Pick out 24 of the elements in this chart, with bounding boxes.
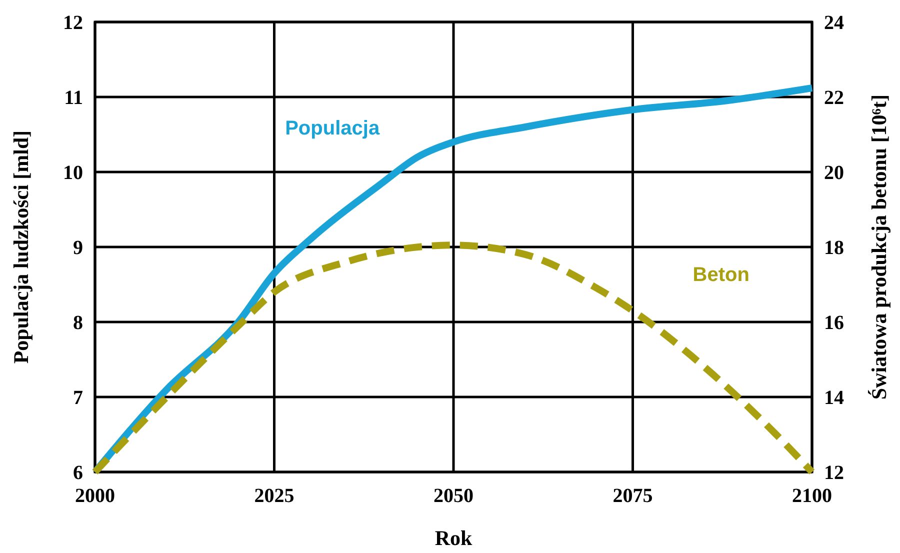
y2-tick-label: 16 [824, 312, 844, 334]
x-tick-label: 2025 [254, 485, 294, 507]
y2-tick-label: 14 [824, 387, 844, 409]
x-tick-label: 2050 [434, 485, 474, 507]
x-tick-label: 2100 [792, 485, 832, 507]
y2-tick-label: 20 [824, 162, 844, 184]
y-tick-label: 6 [73, 462, 83, 484]
y-tick-label: 10 [63, 162, 83, 184]
x-tick-label: 2000 [75, 485, 115, 507]
y-tick-label: 8 [73, 312, 83, 334]
y2-tick-label: 24 [824, 12, 844, 34]
y-tick-label: 7 [73, 387, 83, 409]
y2-tick-label: 18 [824, 237, 844, 259]
x-tick-label: 2075 [612, 485, 653, 507]
y2-axis-title: Światowa produkcja betonu [10⁶t] [867, 94, 891, 400]
y-axis-title: Populacja ludzkości [mld] [9, 130, 33, 364]
y2-tick-label: 12 [824, 462, 844, 484]
y-tick-label: 11 [64, 87, 83, 109]
y2-tick-label: 22 [824, 87, 844, 109]
series-label: Populacja [285, 118, 380, 140]
y-tick-label: 12 [63, 12, 83, 34]
text: Beton [692, 264, 750, 286]
y-tick-label: 9 [73, 237, 83, 259]
x-axis-title: Rok [434, 526, 472, 550]
